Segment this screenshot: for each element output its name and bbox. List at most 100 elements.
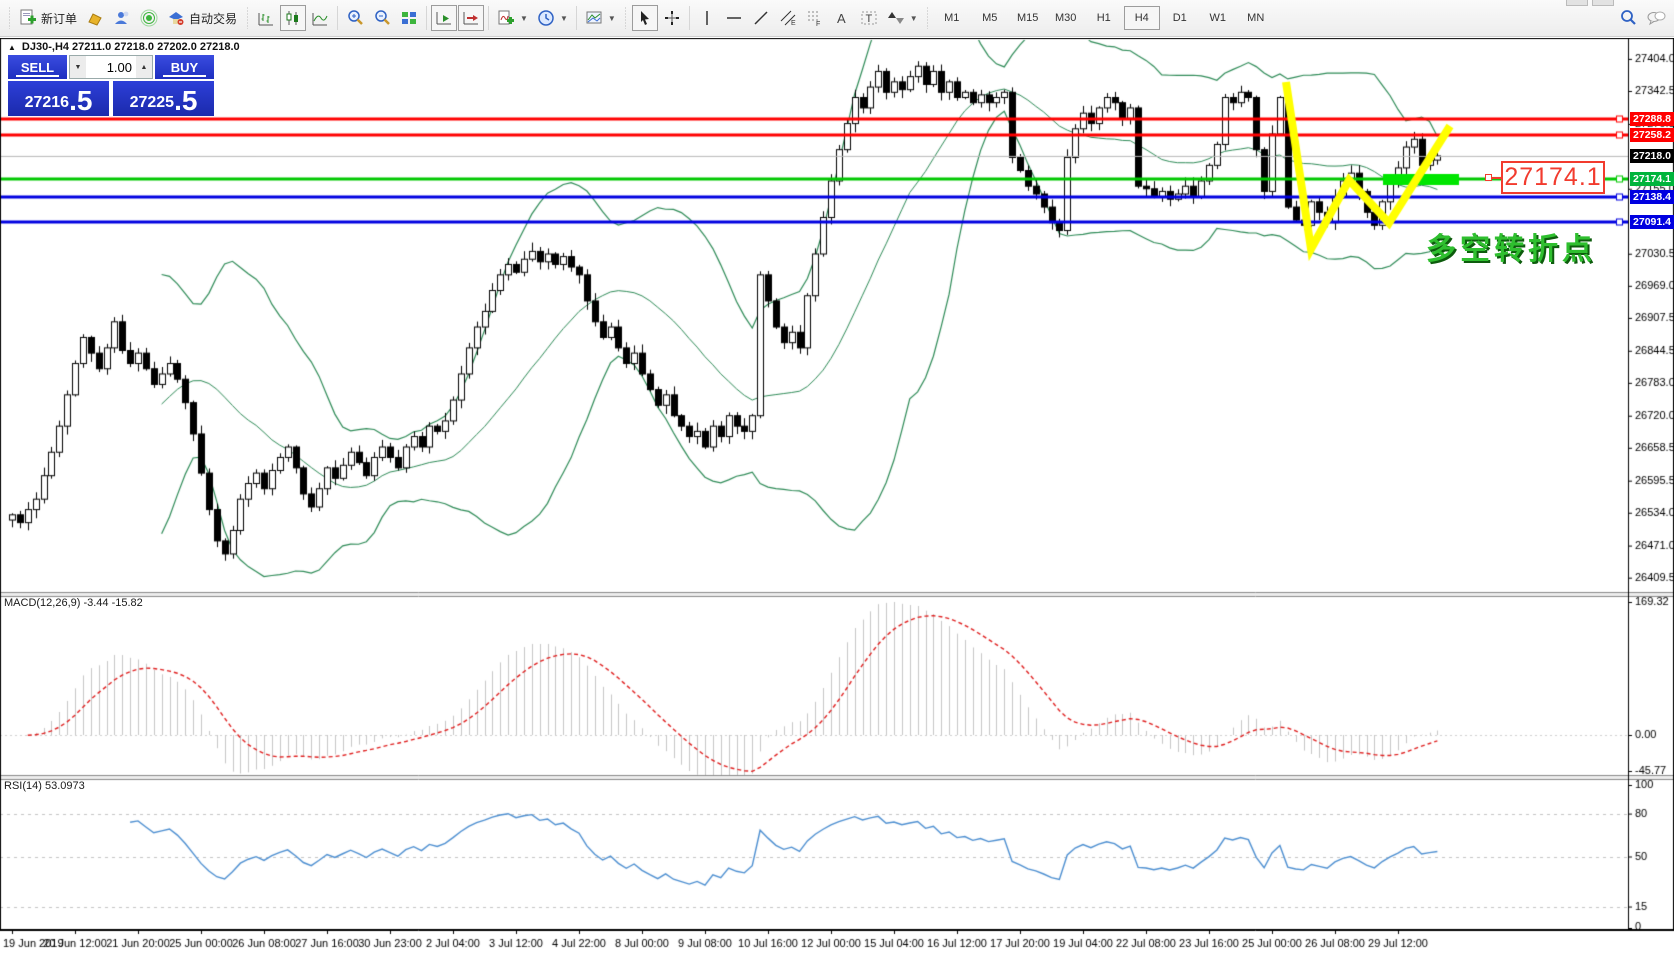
turning-point-annotation[interactable]: 多空转折点 bbox=[1426, 233, 1596, 266]
indicators-icon bbox=[498, 10, 515, 25]
algo-trading-label: 自动交易 bbox=[189, 11, 238, 26]
bar-chart-button[interactable] bbox=[253, 5, 279, 31]
line-chart-button[interactable] bbox=[307, 5, 333, 31]
timeframe-toolbar: M1 M5 M15 M30 H1 H4 D1 W1 MN bbox=[934, 6, 1274, 30]
timeframe-h1[interactable]: H1 bbox=[1096, 12, 1111, 24]
svg-text:T: T bbox=[865, 13, 872, 25]
toolbar-separator bbox=[337, 6, 339, 30]
svg-text:A: A bbox=[837, 11, 846, 26]
signals-button[interactable] bbox=[136, 5, 162, 31]
tile-windows-button[interactable] bbox=[396, 5, 422, 31]
trendline-button[interactable] bbox=[748, 5, 774, 31]
text-label-button[interactable]: T bbox=[856, 5, 882, 31]
crosshair-icon bbox=[664, 11, 679, 25]
price-badge-27174.1: 27174.1 bbox=[1630, 171, 1674, 186]
chat-button[interactable] bbox=[1642, 5, 1670, 31]
toolbar-grip[interactable] bbox=[623, 7, 628, 29]
indicators-button[interactable]: ▼ bbox=[493, 5, 532, 31]
chat-icon bbox=[1647, 11, 1666, 26]
volume-decrease-button[interactable]: ▼ bbox=[70, 56, 86, 78]
gold-button[interactable] bbox=[82, 5, 108, 31]
restore-button[interactable] bbox=[1566, 0, 1588, 6]
chart-shift-button[interactable] bbox=[458, 5, 485, 31]
candlestick-chart-icon bbox=[286, 11, 299, 25]
new-order-button[interactable]: 新订单 bbox=[15, 5, 81, 31]
auto-scroll-button[interactable] bbox=[431, 5, 458, 31]
search-icon bbox=[1621, 10, 1636, 25]
horizontal-line-button[interactable] bbox=[721, 5, 747, 31]
sell-price-frac: .5 bbox=[69, 85, 93, 116]
algo-trading-icon bbox=[169, 12, 184, 25]
crosshair-button[interactable] bbox=[659, 5, 685, 31]
equidistant-channel-icon: E bbox=[780, 10, 796, 27]
candlestick-chart-button[interactable] bbox=[280, 5, 307, 31]
toolbar-grip[interactable] bbox=[7, 7, 11, 29]
timeframe-m15[interactable]: M15 bbox=[1017, 12, 1039, 24]
bar-chart-icon bbox=[258, 13, 274, 26]
toolbar-grip[interactable] bbox=[925, 7, 930, 29]
symbol-header[interactable]: ▲ DJ30-,H4 27211.0 27218.0 27202.0 27218… bbox=[8, 41, 240, 53]
volume-increase-button[interactable]: ▲ bbox=[136, 56, 152, 78]
auto-scroll-icon bbox=[436, 12, 452, 25]
volume-value[interactable]: 1.00 bbox=[106, 59, 132, 75]
new-chart-button[interactable]: ▼ bbox=[581, 5, 620, 31]
arrows-icon bbox=[887, 12, 904, 24]
close-button[interactable] bbox=[1592, 0, 1614, 6]
timeframe-mn[interactable]: MN bbox=[1247, 12, 1265, 24]
sell-button[interactable]: SELL bbox=[8, 55, 67, 79]
new-order-label: 新订单 bbox=[41, 11, 78, 26]
timeframe-m1[interactable]: M1 bbox=[944, 12, 960, 24]
zoom-in-icon bbox=[348, 10, 363, 25]
buy-price-frac: .5 bbox=[174, 85, 198, 116]
toolbar-separator bbox=[426, 6, 428, 30]
toolbar-separator bbox=[488, 6, 490, 30]
symbol-ohlc-text: DJ30-,H4 27211.0 27218.0 27202.0 27218.0 bbox=[21, 41, 240, 53]
chevron-down-icon: ▼ bbox=[607, 13, 616, 23]
window-controls[interactable] bbox=[1566, 0, 1614, 6]
timeframe-m5[interactable]: M5 bbox=[982, 12, 998, 24]
cursor-button[interactable] bbox=[631, 5, 658, 31]
periods-clock-button[interactable]: ▼ bbox=[533, 5, 572, 31]
price-badge-27258.2: 27258.2 bbox=[1630, 127, 1674, 142]
text-button[interactable]: A bbox=[829, 5, 855, 31]
toolbar: 新订单 自动交易 bbox=[0, 0, 1674, 37]
one-click-trading-panel: SELL ▼ 1.00 ▲ BUY 27216 .5 27225 .5 bbox=[8, 55, 214, 116]
chart-area: ▲ DJ30-,H4 27211.0 27218.0 27202.0 27218… bbox=[0, 38, 1674, 957]
timeframe-d1[interactable]: D1 bbox=[1172, 12, 1187, 24]
buy-button[interactable]: BUY bbox=[155, 55, 214, 79]
zoom-out-button[interactable] bbox=[369, 5, 395, 31]
community-button[interactable] bbox=[109, 5, 135, 31]
buy-price[interactable]: 27225 .5 bbox=[113, 81, 214, 116]
collapse-panel-icon[interactable]: ▲ bbox=[8, 42, 16, 52]
community-icon bbox=[115, 11, 129, 24]
search-button[interactable] bbox=[1615, 5, 1641, 31]
timeframe-w1[interactable]: W1 bbox=[1209, 12, 1226, 24]
price-badge-27091.4: 27091.4 bbox=[1630, 214, 1674, 229]
price-badge-27138.4: 27138.4 bbox=[1630, 190, 1674, 205]
arrows-button[interactable]: ▼ bbox=[883, 5, 922, 31]
chevron-down-icon: ▼ bbox=[909, 13, 918, 23]
sell-price-main: 27216 bbox=[24, 94, 70, 111]
timeframe-h4[interactable]: H4 bbox=[1123, 6, 1160, 30]
chart-shift-icon bbox=[463, 12, 479, 25]
tile-windows-icon bbox=[402, 12, 417, 24]
price-callout-label[interactable]: 27174.1 bbox=[1485, 161, 1605, 194]
algo-trading-button[interactable]: 自动交易 bbox=[163, 5, 241, 31]
horizontal-line-icon bbox=[726, 17, 741, 19]
toolbar-separator bbox=[575, 6, 577, 30]
sell-price[interactable]: 27216 .5 bbox=[8, 81, 109, 116]
svg-text:E: E bbox=[791, 20, 796, 27]
zoom-in-button[interactable] bbox=[342, 5, 368, 31]
fibonacci-button[interactable]: F bbox=[802, 5, 828, 31]
price-chart-canvas[interactable] bbox=[0, 38, 1674, 957]
toolbar-grip[interactable] bbox=[245, 7, 250, 29]
equidistant-channel-button[interactable]: E bbox=[775, 5, 801, 31]
vertical-line-button[interactable] bbox=[694, 5, 720, 31]
macd-indicator-label: MACD(12,26,9) -3.44 -15.82 bbox=[4, 597, 143, 609]
price-badge-27218.0: 27218.0 bbox=[1630, 148, 1674, 163]
zoom-out-icon bbox=[375, 10, 390, 25]
buy-price-main: 27225 bbox=[129, 94, 175, 111]
timeframe-m30[interactable]: M30 bbox=[1055, 12, 1077, 24]
text-icon: A bbox=[837, 11, 846, 26]
